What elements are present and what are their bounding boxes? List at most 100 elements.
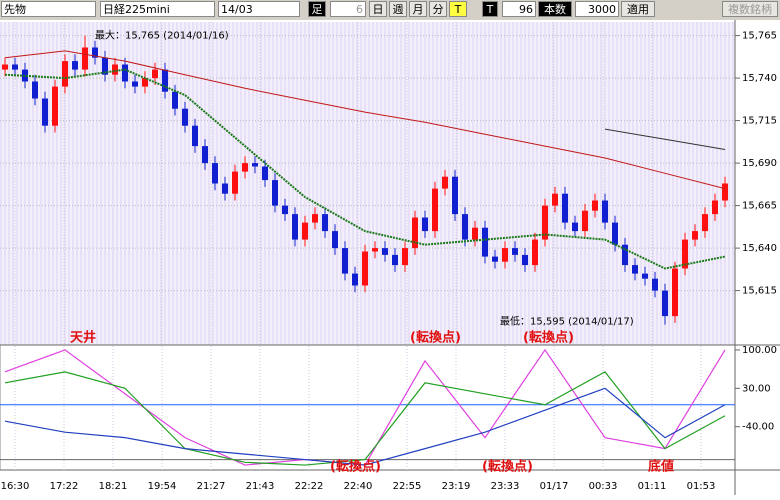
y-tick-label: 15,615 bbox=[742, 286, 777, 297]
candle-body bbox=[42, 98, 48, 126]
candle-body bbox=[282, 205, 288, 215]
candle-body bbox=[572, 222, 578, 232]
candle-body bbox=[152, 69, 158, 79]
count-label: 本数 bbox=[538, 1, 572, 17]
time-label: 01:53 bbox=[687, 481, 716, 492]
candle-body bbox=[222, 183, 228, 194]
moving-average bbox=[604, 128, 726, 150]
week-button[interactable]: 週 bbox=[389, 1, 407, 17]
candle-body bbox=[492, 256, 498, 262]
candle-body bbox=[512, 248, 518, 255]
multi-button[interactable]: 複数銘柄 bbox=[722, 1, 778, 17]
chart: 16:30 17:22 18:21 19:54 21:27 21:43 22:22 22:40… bbox=[0, 20, 780, 495]
candle-body bbox=[452, 176, 458, 215]
time-label: 21:43 bbox=[246, 481, 275, 492]
candle-body bbox=[532, 239, 538, 266]
max-label: 最大：15,765 (2014/01/16) bbox=[95, 29, 229, 42]
candle-body bbox=[172, 91, 178, 109]
candle-body bbox=[582, 210, 588, 232]
candle-body bbox=[62, 61, 68, 87]
y-tick-label: 15,765 bbox=[742, 31, 777, 42]
candle-body bbox=[422, 217, 428, 232]
candle-body bbox=[292, 214, 298, 240]
month-button[interactable]: 月 bbox=[409, 1, 427, 17]
time-label: 23:19 bbox=[442, 481, 471, 492]
candle-body bbox=[52, 86, 58, 126]
candle-body bbox=[32, 81, 38, 99]
candle-body bbox=[132, 81, 138, 87]
candle-body bbox=[242, 163, 248, 172]
price-panel bbox=[0, 22, 735, 345]
t-value[interactable]: 96 bbox=[502, 1, 536, 17]
symbol-select[interactable]: 日経225mini bbox=[100, 1, 215, 17]
candle-body bbox=[592, 200, 598, 211]
candle-body bbox=[552, 193, 558, 206]
count-value[interactable]: 3000 bbox=[575, 1, 619, 17]
time-label: 18:21 bbox=[99, 481, 128, 492]
oscillator-line bbox=[4, 371, 726, 466]
candle-body bbox=[122, 64, 128, 82]
y-tick-label: 15,640 bbox=[742, 243, 777, 254]
y-tick-label: 15,690 bbox=[742, 158, 777, 169]
candle-body bbox=[682, 239, 688, 269]
annotation: (転換点) bbox=[410, 330, 461, 346]
candle-body bbox=[652, 278, 658, 291]
candle-body bbox=[192, 125, 198, 147]
candle-body bbox=[262, 166, 268, 181]
annotation: (転換点) bbox=[330, 459, 381, 475]
candle-body bbox=[432, 188, 438, 232]
candle-body bbox=[622, 244, 628, 266]
candle-body bbox=[372, 248, 378, 252]
day-button[interactable]: 日 bbox=[369, 1, 387, 17]
candle-body bbox=[312, 214, 318, 223]
candle-body bbox=[352, 273, 358, 286]
time-label: 17:22 bbox=[50, 481, 79, 492]
candle-body bbox=[642, 273, 648, 279]
minute-button[interactable]: 分 bbox=[429, 1, 447, 17]
candle-body bbox=[22, 69, 28, 82]
candle-body bbox=[272, 180, 278, 206]
candle-body bbox=[82, 47, 88, 70]
candle-body bbox=[522, 254, 528, 266]
candle-body bbox=[92, 47, 98, 58]
candle-body bbox=[562, 193, 568, 223]
candle-body bbox=[12, 64, 18, 70]
candle-body bbox=[632, 265, 638, 274]
apply-button[interactable]: 適用 bbox=[621, 1, 655, 17]
candle-body bbox=[702, 214, 708, 232]
candle-body bbox=[232, 171, 238, 194]
time-label: 23:33 bbox=[491, 481, 520, 492]
candle-body bbox=[472, 227, 478, 240]
annotation: (転換点) bbox=[482, 459, 533, 475]
y-tick-label: 15,740 bbox=[742, 73, 777, 84]
y-tick-label: -40.00 bbox=[742, 422, 774, 433]
time-label: 00:33 bbox=[589, 481, 618, 492]
candle-body bbox=[102, 57, 108, 75]
y-tick-label: 30.00 bbox=[742, 383, 771, 394]
annotation: (転換点) bbox=[523, 330, 574, 346]
y-tick-label: 100.00 bbox=[742, 345, 777, 356]
candle-body bbox=[602, 200, 608, 223]
time-label: 19:54 bbox=[148, 481, 177, 492]
candle-body bbox=[362, 251, 368, 286]
candle-body bbox=[502, 248, 508, 262]
candle-body bbox=[202, 146, 208, 164]
time-label: 22:40 bbox=[344, 481, 373, 492]
contract-select[interactable]: 14/03 bbox=[218, 1, 300, 17]
time-label: 16:30 bbox=[1, 481, 30, 492]
y-tick-label: 15,715 bbox=[742, 116, 777, 127]
time-label: 22:55 bbox=[393, 481, 422, 492]
candle-body bbox=[712, 200, 718, 215]
tick-button[interactable]: T bbox=[449, 1, 467, 17]
candle-body bbox=[662, 290, 668, 317]
bar-size[interactable]: 6 bbox=[330, 1, 366, 17]
time-label: 01:11 bbox=[638, 481, 667, 492]
annotation: 天井 bbox=[70, 330, 96, 346]
candle-body bbox=[322, 214, 328, 232]
market-select[interactable]: 先物 bbox=[1, 1, 96, 17]
moving-average bbox=[4, 50, 726, 190]
candle-body bbox=[332, 231, 338, 249]
candle-body bbox=[112, 64, 118, 75]
time-label: 01/17 bbox=[540, 481, 569, 492]
